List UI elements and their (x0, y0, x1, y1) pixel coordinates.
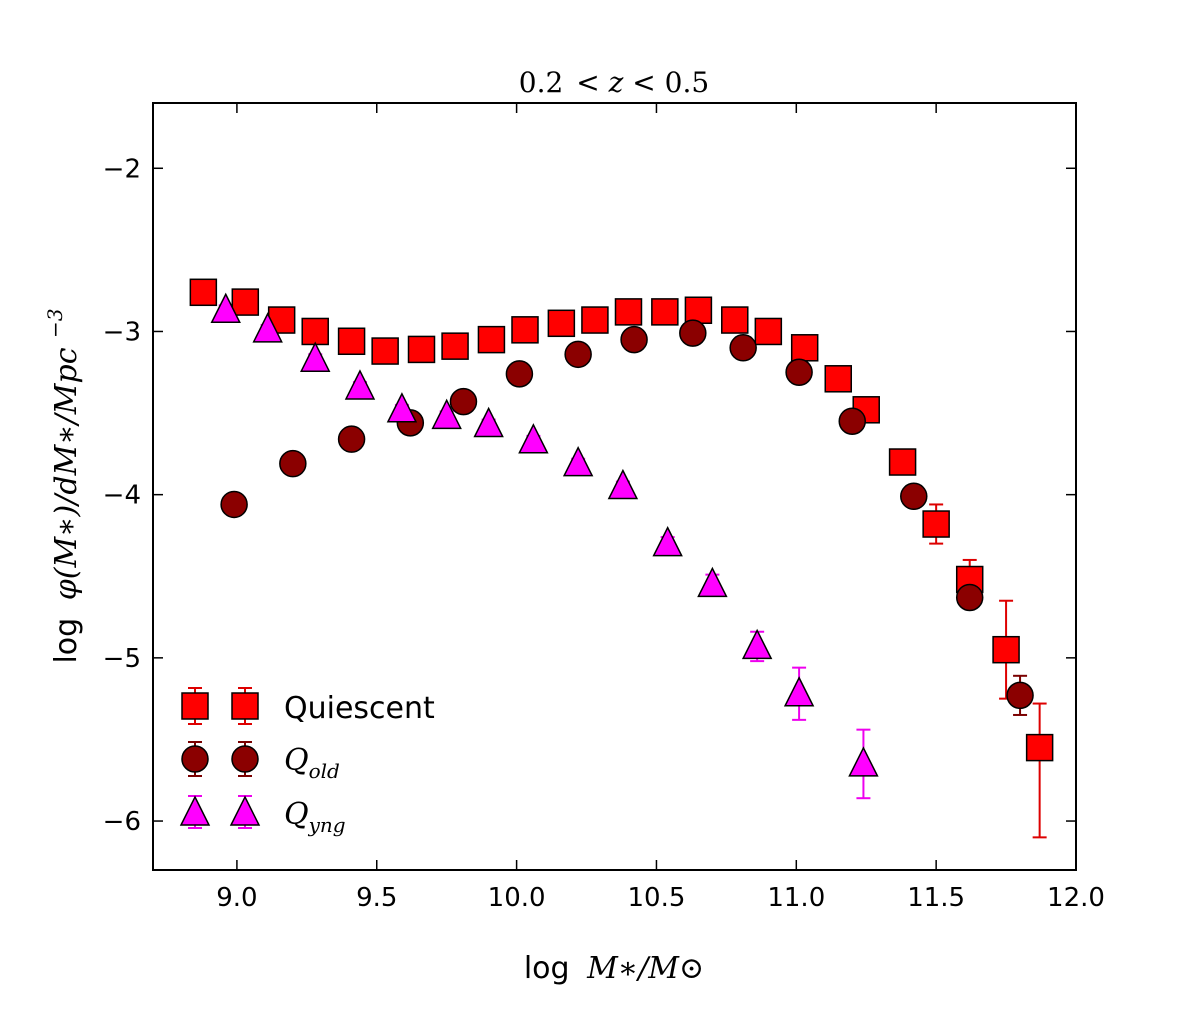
x-axis-label: log M∗/M⊙ (524, 951, 704, 986)
q-old-point (337, 425, 366, 453)
x-tick-label: 10.0 (488, 883, 546, 913)
q-yng-point (300, 341, 331, 372)
x-tick-label: 11.0 (767, 883, 825, 913)
legend-quiescent-marker-1 (181, 692, 209, 720)
q-yng-point (386, 392, 418, 423)
q-old-point (1006, 681, 1034, 710)
quiescent-point (371, 337, 399, 365)
data-markers (189, 278, 1054, 777)
legend-qold-marker-2 (231, 745, 259, 773)
y-tick-label: −3 (103, 317, 141, 347)
quiescent-point (547, 309, 576, 338)
q-old-point (785, 358, 813, 387)
q-old-point (620, 325, 648, 354)
axis-ticks (153, 103, 1077, 870)
legend-qyng-marker-2 (229, 795, 261, 826)
y-tick-label: −4 (103, 481, 141, 511)
quiescent-point (581, 306, 609, 334)
legend-qold-marker-1 (181, 745, 209, 773)
q-old-point (900, 482, 928, 511)
q-old-point (679, 319, 707, 347)
y-tick-label: −2 (103, 154, 141, 184)
x-tick-label: 11.5 (907, 883, 965, 913)
legend-qyng-label: Qyng (284, 797, 346, 837)
quiescent-point (1025, 733, 1054, 762)
q-yng-point (783, 676, 815, 707)
q-yng-point (252, 312, 283, 343)
x-tick-label: 12.0 (1047, 883, 1105, 913)
x-tick-label: 9.5 (356, 883, 397, 913)
q-yng-point (562, 445, 594, 477)
quiescent-point (477, 325, 506, 354)
legend-qold-label: Qold (284, 743, 340, 783)
legend-quiescent-label: Quiescent (284, 691, 435, 726)
q-yng-point (848, 746, 879, 777)
q-yng-point (741, 628, 773, 660)
tick-labels: 9.0 9.5 10.0 10.5 11.0 11.5 12.0 −2 −3 −4 −5 −6 (103, 154, 1105, 913)
q-old-point (564, 340, 592, 369)
chart-title: 0.2 < z < 0.5 (519, 66, 709, 99)
q-yng-point (344, 369, 376, 400)
quiescent-point (407, 335, 436, 364)
y-tick-label: −6 (103, 807, 141, 837)
quiescent-point (721, 306, 749, 334)
quiescent-point (231, 288, 260, 316)
quiescent-point (441, 332, 469, 360)
quiescent-point (301, 317, 329, 346)
q-yng-point (431, 398, 462, 430)
quiescent-point (651, 298, 679, 326)
quiescent-point (824, 365, 853, 393)
q-yng-point (697, 566, 728, 598)
legend-qyng-marker-1 (179, 795, 211, 826)
y-tick-label: −5 (103, 644, 141, 674)
x-tick-label: 10.5 (628, 883, 686, 913)
quiescent-point (922, 510, 950, 538)
quiescent-point (511, 316, 539, 344)
legend-quiescent-marker-2 (231, 692, 259, 720)
legend-item-q-old: Qold (181, 741, 340, 783)
q-yng-point (652, 525, 683, 557)
q-old-point (279, 449, 307, 478)
quiescent-point (754, 317, 783, 346)
q-old-point (505, 360, 534, 388)
q-old-point (220, 490, 248, 519)
quiescent-point (790, 334, 819, 362)
quiescent-point (992, 635, 1020, 664)
q-old-point (449, 387, 478, 416)
legend-item-q-yng: Qyng (179, 795, 346, 837)
quiescent-point (888, 448, 917, 476)
legend: Quiescent Qold Qyng (179, 687, 435, 837)
legend-item-quiescent: Quiescent (181, 687, 435, 726)
quiescent-point (337, 327, 366, 356)
y-axis-label: log φ(M∗)/dM∗/Mpc −3 (43, 308, 84, 663)
q-yng-point (518, 423, 549, 454)
q-old-point (838, 407, 866, 435)
quiescent-point (684, 296, 713, 325)
q-old-point (955, 583, 984, 612)
q-yng-point (473, 406, 504, 438)
q-yng-point (210, 292, 241, 324)
q-old-point (729, 334, 757, 362)
quiescent-point (614, 298, 643, 326)
q-yng-point (607, 468, 639, 500)
quiescent-point (189, 278, 218, 307)
x-tick-label: 9.0 (216, 883, 257, 913)
